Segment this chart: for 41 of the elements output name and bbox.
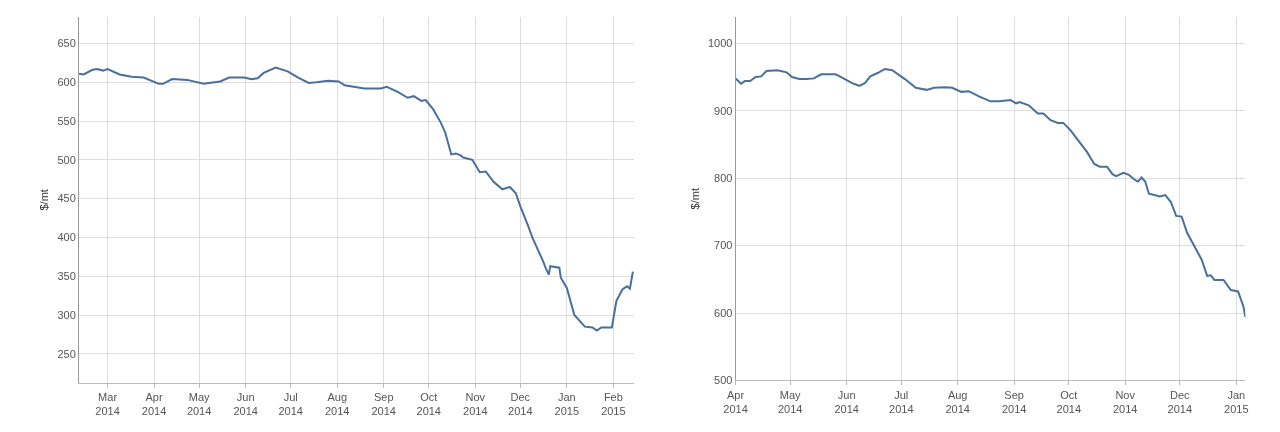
x-tick-label: May 2014 [186,390,212,418]
y-tick-label: 350 [57,270,76,283]
x-tick-label: Apr 2014 [141,390,167,418]
line-series [735,67,1246,319]
x-tick-label: Oct 2014 [1056,388,1082,415]
x-tick-label: Jul 2014 [278,390,303,418]
x-tick-label: Dec 2014 [1167,388,1193,415]
y-axis-title: $/mt [688,188,701,210]
y-tick-label: 900 [714,104,733,117]
y-axis-title: $/mt [38,189,51,211]
y-tick-label: 1000 [707,37,733,50]
y-tick-label: 450 [57,192,76,205]
y-tick-label: 550 [57,114,76,127]
x-tick-label: Feb 2015 [601,390,626,418]
x-tick-label: Jun 2014 [834,388,859,415]
x-tick-label: Jun 2014 [233,390,258,418]
y-tick-label: 400 [57,231,76,244]
x-tick-label: Nov 2014 [463,390,488,418]
x-tick-label: Dec 2014 [508,390,533,418]
y-tick-label: 250 [57,347,76,360]
x-tick-label: Jan 2015 [1224,388,1249,415]
x-tick-label: Aug 2014 [945,388,970,415]
y-tick-label: 500 [714,374,733,387]
y-tick-label: 600 [57,76,76,89]
x-tick-label: Aug 2014 [324,390,350,418]
y-tick-label: 700 [714,239,733,252]
x-tick-label: Nov 2014 [1112,388,1138,415]
y-tick-label: 300 [57,308,76,321]
y-tick-label: 650 [57,37,76,50]
x-tick-label: Apr 2014 [723,388,748,415]
x-tick-label: May 2014 [777,388,803,415]
x-tick-label: Jul 2014 [889,388,914,415]
x-tick-label: Mar 2014 [95,390,120,418]
line-series [79,66,634,332]
y-tick-label: 600 [714,306,733,319]
x-tick-label: Sep 2014 [371,390,396,418]
x-tick-label: Sep 2014 [1001,388,1027,415]
y-tick-label: 500 [57,153,76,166]
x-tick-label: Jan 2015 [554,390,580,418]
x-tick-label: Oct 2014 [416,390,441,418]
y-tick-label: 800 [714,172,733,185]
